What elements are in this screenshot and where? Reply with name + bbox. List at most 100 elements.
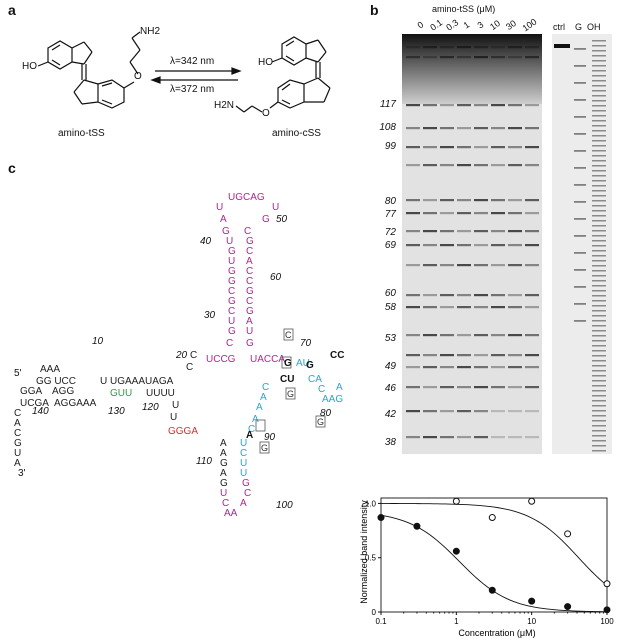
gel-band	[508, 410, 522, 413]
svg-text:G: G	[246, 306, 254, 317]
gel-band	[457, 410, 471, 413]
svg-text:G: G	[287, 389, 294, 399]
gel-band	[440, 244, 454, 247]
x-tick-label: 0.1	[375, 617, 387, 626]
svg-text:G: G	[317, 417, 324, 427]
svg-text:GGA: GGA	[20, 386, 43, 397]
svg-text:AA: AA	[224, 508, 238, 519]
ladder-band-oh	[592, 320, 606, 322]
pos-42: 42	[384, 409, 396, 420]
ladder-band-oh	[592, 110, 606, 112]
ladder-band-oh	[592, 355, 606, 357]
gel-band	[474, 146, 488, 149]
svg-text:A: A	[220, 448, 227, 459]
svg-text:UUUU: UUUU	[146, 388, 175, 399]
ladder-band-oh	[592, 330, 606, 332]
lane-2: 0.3	[444, 17, 461, 33]
svg-text:A: A	[246, 256, 253, 267]
ladder-band-oh	[592, 255, 606, 257]
nt-120: 120	[142, 402, 159, 413]
svg-text:U: U	[228, 316, 235, 327]
label-reverse-wavelength: λ=372 nm	[170, 84, 215, 95]
label-o-right: O	[262, 108, 270, 119]
pos-60: 60	[384, 288, 396, 299]
gel-band	[491, 56, 505, 59]
svg-text:GG UCC: GG UCC	[36, 376, 76, 387]
svg-text:G: G	[228, 266, 236, 277]
ladder-band-oh	[592, 135, 606, 137]
gel-band	[423, 146, 437, 149]
ladder-band-oh	[592, 420, 606, 422]
ladder-band-oh	[592, 100, 606, 102]
gel-band	[440, 366, 454, 369]
lane-ctrl: ctrl	[553, 22, 565, 32]
gel-band	[508, 199, 522, 202]
gel-band	[525, 436, 539, 439]
svg-text:U UGAAAUAGA: U UGAAAUAGA	[100, 376, 174, 387]
ladder-band-g	[574, 167, 586, 169]
ladder-band-g	[574, 286, 586, 288]
nt-70: 70	[300, 338, 312, 349]
gel-band	[457, 436, 471, 439]
lane-0: 0	[415, 19, 426, 31]
svg-text:C: C	[246, 276, 253, 287]
ladder-band-oh	[592, 45, 606, 47]
ladder-band-oh	[592, 175, 606, 177]
ladder-band-oh	[592, 310, 606, 312]
gel-band	[508, 56, 522, 59]
molecule-name-right: amino-cSS	[272, 128, 321, 139]
ladder-band-oh	[592, 405, 606, 407]
ladder-band-oh	[592, 295, 606, 297]
gel-band	[423, 294, 437, 297]
svg-text:U: U	[272, 202, 279, 213]
svg-text:C: C	[262, 382, 269, 393]
ladder-band-oh	[592, 425, 606, 427]
svg-text:A: A	[220, 438, 227, 449]
svg-text:U: U	[216, 202, 223, 213]
gel-band	[474, 164, 488, 167]
three-prime-end: 3'	[18, 468, 26, 479]
gel-band	[491, 436, 505, 439]
svg-text:G: G	[284, 358, 292, 369]
svg-text:CA: CA	[308, 374, 322, 385]
gel-band	[491, 410, 505, 413]
ladder-band-oh	[592, 60, 606, 62]
gel-band	[525, 386, 539, 389]
svg-text:U: U	[240, 438, 247, 449]
gel-band	[406, 354, 420, 357]
ladder-band-g	[574, 201, 586, 203]
y-tick-label: 0.5	[365, 554, 377, 563]
gel-band	[525, 56, 539, 59]
x-tick-label: 1	[454, 617, 459, 626]
gel-band	[525, 334, 539, 337]
ladder-band-oh	[592, 195, 606, 197]
gel-band	[440, 334, 454, 337]
molecule-name-left: amino-tSS	[58, 128, 105, 139]
svg-text:AU: AU	[296, 358, 310, 369]
svg-text:AAG: AAG	[322, 394, 343, 405]
gel-band	[474, 306, 488, 309]
ladder-band-oh	[592, 345, 606, 347]
svg-text:U: U	[14, 448, 21, 459]
svg-text:A: A	[246, 430, 253, 441]
svg-text:G: G	[242, 478, 250, 489]
gel-band	[491, 294, 505, 297]
ladder-band-oh	[592, 75, 606, 77]
ladder-band-g	[574, 99, 586, 101]
svg-text:UACCA: UACCA	[250, 354, 285, 365]
svg-text:CU: CU	[280, 374, 294, 385]
data-point-open	[603, 580, 611, 588]
gel-band	[457, 127, 471, 130]
gel-band	[525, 230, 539, 233]
gel-band	[423, 127, 437, 130]
ladder-band-oh	[592, 125, 606, 127]
nt-50: 50	[276, 214, 288, 225]
gel-band	[423, 212, 437, 215]
ladder-band-oh	[592, 90, 606, 92]
gel-band	[423, 366, 437, 369]
gel-band	[491, 127, 505, 130]
ladder-band-oh	[592, 150, 606, 152]
gel-band	[406, 366, 420, 369]
ladder-band-g	[574, 303, 586, 305]
svg-text:G: G	[228, 276, 236, 287]
